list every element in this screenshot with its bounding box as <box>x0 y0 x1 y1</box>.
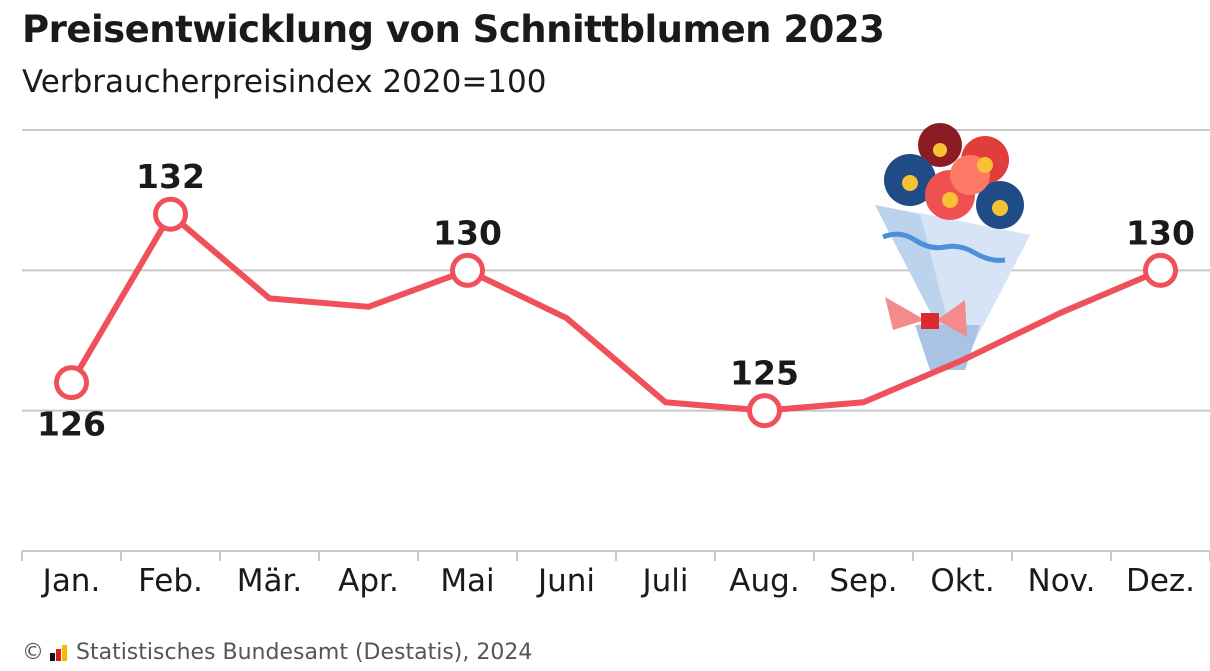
data-point <box>450 252 485 288</box>
data-point <box>747 393 782 429</box>
chart-subtitle: Verbraucherpreisindex 2020=100 <box>22 64 547 100</box>
gridlines <box>22 129 1210 412</box>
x-tick-label: Juni <box>536 563 595 599</box>
x-tick-label: Sep. <box>829 563 897 599</box>
destatis-logo-icon <box>50 644 68 661</box>
x-tick-label: Nov. <box>1028 563 1096 599</box>
data-point <box>1143 252 1178 288</box>
copyright-symbol: © <box>22 640 44 665</box>
x-tick-label: Feb. <box>138 563 203 599</box>
x-tick-label: Dez. <box>1126 563 1195 599</box>
series-line <box>68 211 1164 414</box>
x-axis: Jan. Feb. Mär. Apr. Mai Juni Juli Aug. Sep. Okt. N… <box>21 550 1210 599</box>
source-note: © Statistisches Bundesamt (Destatis), 20… <box>22 640 532 665</box>
source-text: Statistisches Bundesamt (Destatis), 2024 <box>76 640 533 665</box>
x-tick-label: Juli <box>640 563 688 599</box>
data-points <box>54 196 1178 429</box>
x-tick-label: Aug. <box>729 563 799 599</box>
x-tick-label: Okt. <box>930 563 994 599</box>
flower-bouquet-icon <box>875 123 1030 370</box>
data-point <box>54 365 89 401</box>
data-label: 125 <box>730 354 799 393</box>
data-label: 132 <box>136 157 205 196</box>
chart-title: Preisentwicklung von Schnittblumen 2023 <box>22 8 885 51</box>
data-label: 130 <box>1126 213 1195 252</box>
data-label: 126 <box>37 405 106 444</box>
x-tick-label: Apr. <box>338 563 399 599</box>
x-tick-label: Jan. <box>41 563 101 599</box>
x-tick-label: Mär. <box>237 563 303 599</box>
x-tick-label: Mai <box>440 563 494 599</box>
series-line-group <box>68 211 1164 414</box>
data-point <box>153 196 188 232</box>
line-chart: Jan. Feb. Mär. Apr. Mai Juni Juli Aug. Sep. Okt. N… <box>21 123 1210 599</box>
data-label: 130 <box>433 213 502 252</box>
data-labels: 126 132 130 125 130 <box>37 157 1195 443</box>
